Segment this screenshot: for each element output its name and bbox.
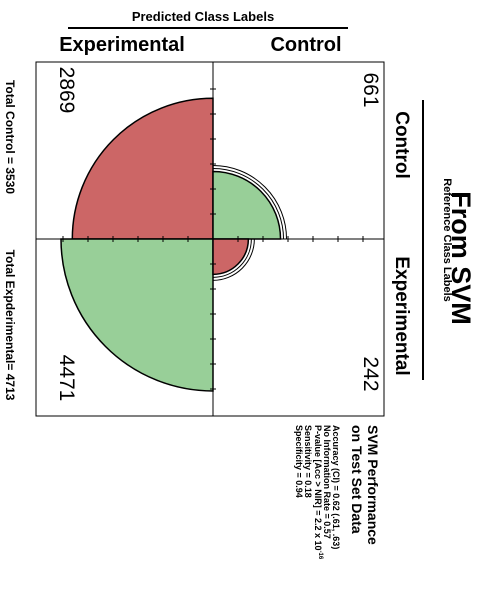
- total-experimental: Total Expderimental= 4713: [3, 250, 17, 401]
- sector-tr: [212, 170, 282, 240]
- stats-pvalue-exponent: -16: [317, 551, 323, 560]
- stats-heading-2: on Test Set Data: [349, 425, 365, 534]
- predicted-header: Predicted Class Labels: [132, 9, 274, 24]
- predicted-label-control: Control: [270, 34, 341, 56]
- count-bl: 4471: [55, 355, 78, 402]
- confidence-ring-br-1: [212, 238, 252, 278]
- stats-nir: No Information Rate = 0.57: [322, 425, 332, 539]
- predicted-label-experimental: Experimental: [59, 34, 185, 56]
- stats-pvalue: P-value [Acc > NIR] = 2.2 x 10-16: [313, 425, 323, 560]
- axes-group: [36, 62, 384, 416]
- confidence-ring-tr-2: [212, 164, 288, 240]
- sector-tl: [71, 97, 214, 240]
- confidence-ring-br-2: [212, 238, 255, 281]
- reference-label-control: Control: [391, 111, 412, 179]
- sector-bl: [60, 238, 214, 392]
- sectors-group: [60, 97, 288, 392]
- sector-br: [212, 238, 250, 276]
- reference-header: Reference Class Labels: [441, 178, 453, 302]
- stats-heading-1: SVM Performance: [365, 425, 381, 545]
- stats-sensitivity: Sensitivity = 0.18: [303, 425, 313, 498]
- stats-pvalue-main: P-value [Acc > NIR] = 2.2 x 10: [313, 425, 323, 551]
- reference-label-experimental: Experimental: [391, 256, 412, 375]
- count-tl: 2869: [55, 67, 78, 114]
- stats-block: SVM Performance on Test Set Data Accurac…: [294, 425, 381, 560]
- stats-accuracy: Accuracy (CI) = 0.62 (.61, .63): [331, 425, 341, 549]
- count-br: 242: [359, 356, 382, 391]
- confidence-ring-tr-1: [212, 167, 285, 240]
- stats-specificity: Specificity = 0.94: [294, 425, 304, 498]
- chart-title: From SVM: [446, 191, 476, 325]
- count-tr: 661: [359, 72, 382, 107]
- total-control: Total Control = 3530: [3, 80, 17, 194]
